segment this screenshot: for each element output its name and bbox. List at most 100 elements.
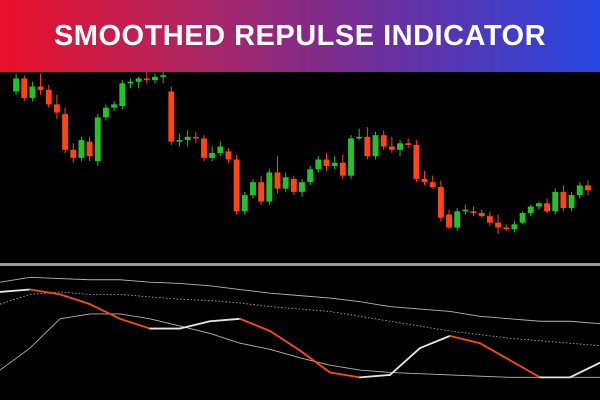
candle <box>184 130 191 147</box>
candle-body <box>462 209 469 212</box>
candle <box>405 138 412 149</box>
candle-body <box>331 162 338 166</box>
repulse-line-rising-segment <box>569 361 600 379</box>
candle <box>299 178 305 197</box>
candle-body <box>576 185 583 196</box>
candle <box>37 73 44 95</box>
candle-body <box>70 149 77 158</box>
candle <box>503 224 510 231</box>
candle-body <box>503 227 510 230</box>
candle-body <box>299 182 305 192</box>
candle-body <box>429 182 436 188</box>
candle-body <box>94 117 101 162</box>
candle-body <box>544 203 551 212</box>
candle-body <box>380 135 387 147</box>
candle <box>356 128 363 141</box>
candle <box>388 136 395 153</box>
candle <box>111 101 118 111</box>
candle-body <box>323 159 330 166</box>
candle-body <box>560 191 567 209</box>
candle <box>348 135 354 179</box>
candle <box>152 73 158 84</box>
candle-body <box>53 104 60 113</box>
candle <box>168 86 175 145</box>
candle <box>519 211 526 225</box>
candle <box>127 78 134 89</box>
candle <box>413 140 420 183</box>
repulse-line-falling-segment <box>269 330 301 352</box>
repulse-line-falling-segment <box>59 293 91 306</box>
candle <box>454 208 461 231</box>
candle-body <box>168 91 175 142</box>
candle <box>568 191 575 212</box>
candle <box>544 198 551 213</box>
candle-body <box>405 143 412 145</box>
candle-body <box>45 89 52 105</box>
candle-body <box>372 135 379 157</box>
candle <box>446 209 452 230</box>
candle <box>29 81 36 102</box>
candle-body <box>478 212 485 217</box>
repulse-line-falling-segment <box>119 317 151 330</box>
candle-body <box>315 159 322 170</box>
price-chart-panel <box>13 72 591 234</box>
candle <box>331 156 338 170</box>
candle-body <box>307 169 314 183</box>
candle-body <box>568 195 575 209</box>
candle <box>241 191 248 215</box>
candle <box>380 130 387 150</box>
candle-body <box>519 212 526 223</box>
candle-body <box>486 216 493 223</box>
candle <box>94 114 101 166</box>
repulse-line-rising-segment <box>359 374 391 379</box>
upper-dotted-band-line <box>0 291 600 347</box>
candle-body <box>584 185 591 191</box>
candle-body <box>348 138 354 176</box>
candle <box>584 180 591 196</box>
candle <box>421 170 428 186</box>
candle <box>86 136 93 162</box>
repulse-line-falling-segment <box>329 371 361 379</box>
candle-body <box>356 136 363 139</box>
repulse-line-falling-segment <box>299 349 331 374</box>
candle <box>78 136 85 162</box>
repulse-line-rising-segment <box>179 320 211 330</box>
candle-body <box>290 178 297 192</box>
candle <box>201 135 207 162</box>
candle <box>274 156 281 194</box>
candle <box>315 156 322 173</box>
candle-body <box>511 224 518 230</box>
candle <box>192 131 199 144</box>
candle-body <box>209 153 216 158</box>
candle <box>119 80 126 110</box>
candle-body <box>62 114 69 150</box>
candle-body <box>397 143 403 150</box>
candle <box>282 172 289 192</box>
candle <box>372 131 379 160</box>
candle <box>266 169 273 205</box>
candle <box>560 185 567 212</box>
candle-body <box>470 211 477 213</box>
candle-body <box>143 78 150 81</box>
candle <box>486 211 493 226</box>
candle-body <box>21 78 28 98</box>
candle <box>495 214 501 234</box>
repulse-line-falling-segment <box>509 359 541 379</box>
candle <box>535 201 542 210</box>
banner-title: SMOOTHED REPULSE INDICATOR <box>53 19 547 52</box>
candle-body <box>192 136 199 139</box>
candle <box>70 143 77 163</box>
title-banner: SMOOTHED REPULSE INDICATOR <box>0 0 600 72</box>
candle <box>323 153 330 171</box>
candle-body <box>495 222 501 228</box>
candle-body <box>258 182 265 202</box>
candle <box>209 146 216 162</box>
candle <box>13 73 20 95</box>
indicator-panel <box>0 276 600 379</box>
candle-body <box>364 136 371 157</box>
candle <box>258 175 265 205</box>
candle-body <box>552 191 559 212</box>
candle-body <box>388 146 395 150</box>
candle <box>307 165 314 186</box>
